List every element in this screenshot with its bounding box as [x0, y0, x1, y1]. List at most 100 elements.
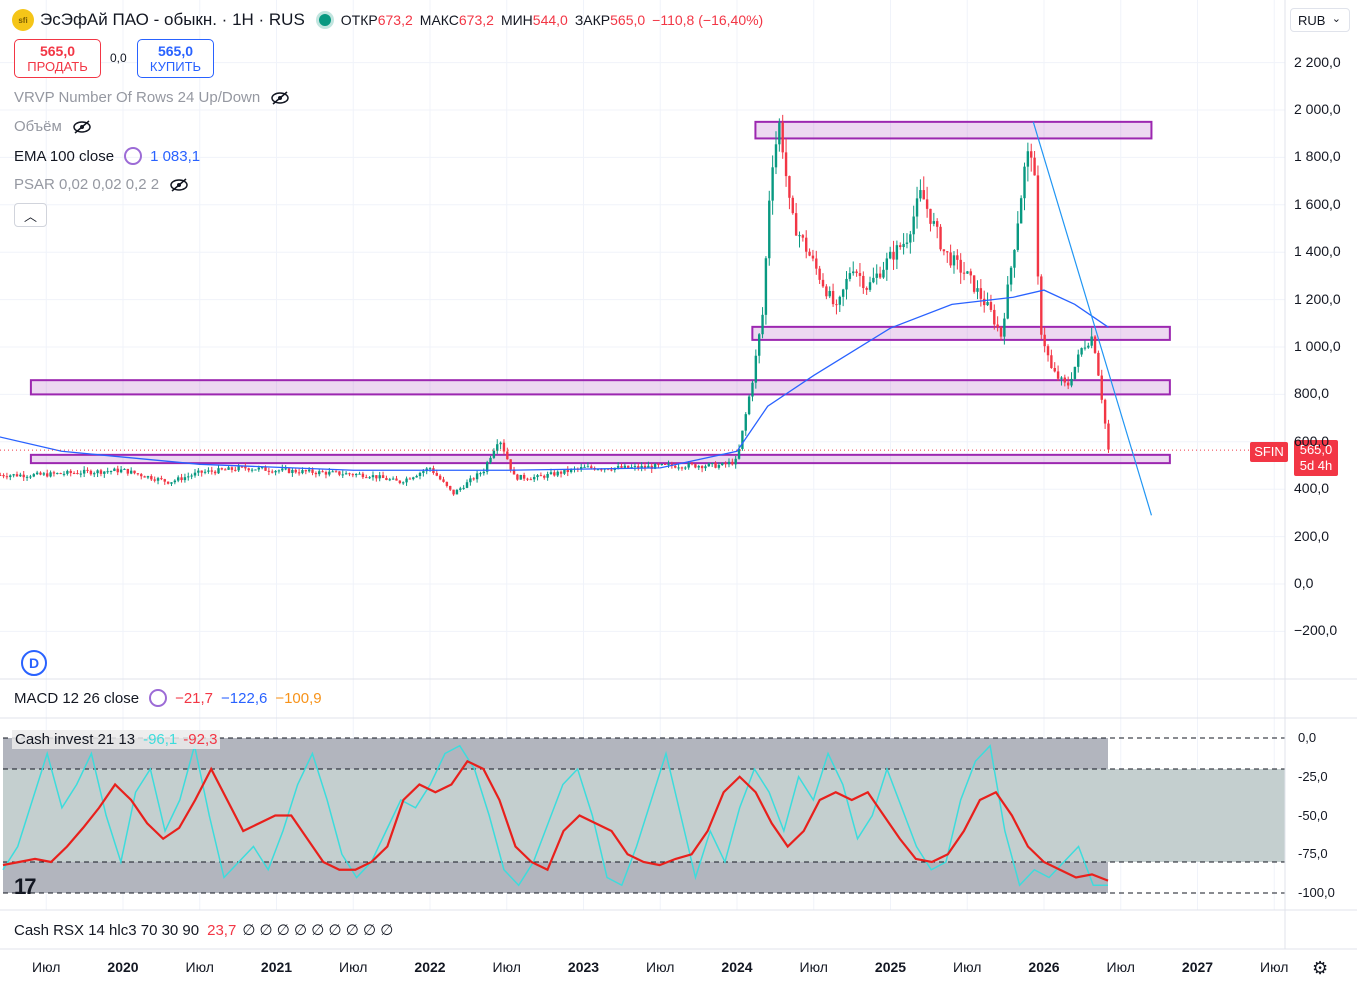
candle-body [650, 465, 653, 469]
candle-body [1030, 151, 1033, 158]
candle-body [714, 462, 717, 468]
candle-body [684, 467, 687, 469]
ema-100-line [0, 289, 1109, 471]
candle-body [828, 290, 831, 297]
buy-button[interactable]: 565,0 КУПИТЬ [137, 39, 214, 78]
candle-body [82, 469, 86, 474]
symbol-price-tag: SFIN [1250, 442, 1288, 462]
cash-axis-label: -50,0 [1298, 807, 1328, 823]
candle-body [129, 470, 133, 474]
candle-body [999, 327, 1003, 337]
candle-body [190, 475, 193, 477]
time-axis-label: Июл [953, 959, 982, 975]
eye-hidden-icon[interactable] [72, 119, 92, 134]
candle-body [267, 470, 271, 472]
candle-body [647, 465, 650, 468]
sell-button[interactable]: 565,0 ПРОДАТЬ [14, 39, 101, 78]
time-axis-label: Июл [492, 959, 521, 975]
cash-axis-label: -25,0 [1298, 768, 1328, 784]
candle-body [707, 463, 711, 467]
candle-body [311, 469, 314, 473]
candle-body [1070, 378, 1073, 386]
candle-body [1083, 347, 1087, 349]
candle-body [865, 288, 868, 290]
candle-body [667, 464, 670, 466]
time-axis-label: Июл [32, 959, 61, 975]
candle-body [435, 472, 438, 476]
candle-body [287, 468, 291, 473]
candle-body [757, 334, 761, 356]
candle-body [848, 273, 852, 279]
price-zone [29, 453, 1171, 465]
data-window-icon[interactable] [124, 147, 143, 165]
candle-body [962, 272, 966, 274]
eye-hidden-icon[interactable] [169, 177, 189, 192]
candle-body [257, 467, 260, 470]
settings-gear-icon[interactable]: ⚙ [1312, 958, 1329, 978]
rsx-legend[interactable]: Cash RSX 14 hlc3 70 30 90 23,7 ∅ ∅ ∅ ∅ ∅… [14, 921, 393, 940]
eye-hidden-icon[interactable] [270, 90, 290, 105]
candle-body [808, 251, 811, 256]
buy-price: 565,0 [157, 43, 194, 59]
candle-body [254, 469, 257, 471]
cash-slow-line [2, 759, 1109, 882]
candle-body [687, 463, 690, 468]
candle-body [1009, 267, 1013, 285]
indicator-ema[interactable]: EMA 100 close 1 083,1 [14, 147, 200, 165]
candle-body [260, 467, 264, 469]
tradingview-logo-icon[interactable]: 17 [14, 874, 36, 899]
candle-body [405, 478, 408, 483]
price-axis-label: 1 200,0 [1294, 290, 1341, 307]
candle-body [230, 467, 234, 470]
low-label: МИН [500, 12, 533, 28]
price-zone [29, 379, 1171, 396]
candle-body [536, 475, 539, 478]
close-label: ЗАКР [574, 12, 611, 28]
candle-body [643, 465, 647, 468]
dividend-badge[interactable]: D [21, 650, 47, 676]
candle-body [915, 198, 919, 217]
candle-body [1097, 352, 1100, 376]
candle-body [338, 471, 341, 475]
candle-body [922, 190, 925, 200]
candle-body [348, 473, 351, 475]
candle-body [986, 302, 989, 306]
symbol-title[interactable]: ЭсЭфАй ПАО - обыкн. · 1Н · RUS [40, 10, 305, 29]
candle-body [546, 473, 549, 478]
candle-body [566, 469, 569, 473]
candle-body [831, 290, 835, 305]
candle-body [805, 237, 808, 252]
candle-body [637, 466, 640, 469]
candle-body [972, 275, 976, 292]
company-logo: sfi [12, 9, 34, 31]
candle-body [600, 469, 603, 471]
candle-body [1033, 157, 1036, 176]
candle-body [1100, 375, 1103, 400]
indicator-vrvp[interactable]: VRVP Number Of Rows 24 Up/Down [14, 89, 290, 106]
candle-body [126, 468, 130, 474]
candle-body [761, 314, 764, 335]
cash-axis-label: -75,0 [1298, 846, 1328, 862]
cash-invest-value-2: -92,3 [183, 731, 218, 748]
candle-body [9, 475, 12, 478]
currency-select[interactable]: RUB ⌄ [1290, 8, 1350, 32]
candle-body [993, 309, 996, 325]
candle-body [452, 489, 455, 495]
data-window-icon[interactable] [149, 689, 168, 707]
cash-middle-band [3, 769, 1285, 862]
macd-legend[interactable]: MACD 12 26 close −21,7 −122,6 −100,9 [14, 689, 322, 707]
candle-body [422, 471, 425, 473]
indicator-psar[interactable]: PSAR 0,02 0,02 0,2 2 [14, 176, 189, 193]
candle-body [935, 221, 939, 227]
candle-body [166, 481, 170, 484]
indicator-volume[interactable]: Объём [14, 118, 92, 135]
candle-body [569, 469, 573, 473]
collapse-legend-button[interactable]: ︿ [14, 203, 47, 227]
candle-body [22, 474, 25, 478]
candle-body [660, 463, 664, 465]
price-zone [751, 325, 1171, 341]
cash-invest-legend[interactable]: Cash invest 21 13 -96,1 -92,3 [12, 730, 221, 749]
candle-body [657, 463, 660, 465]
candle-body [5, 476, 9, 478]
